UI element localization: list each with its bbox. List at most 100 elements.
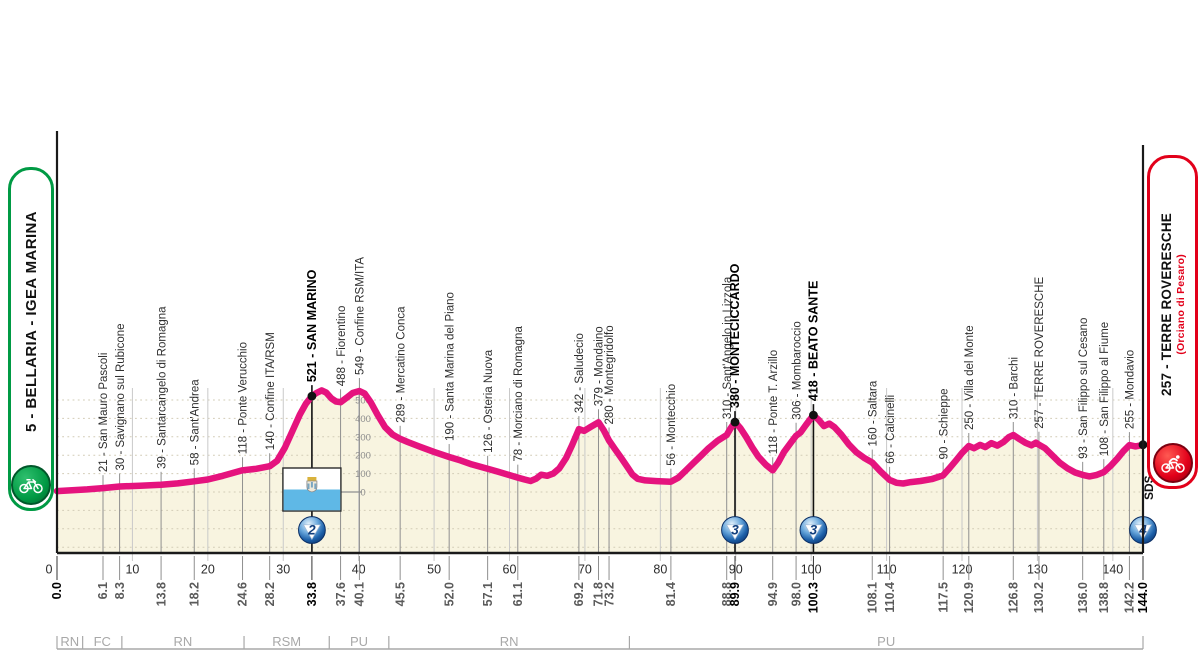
waypoint-label: 66 - Calcinelli (885, 395, 897, 464)
waypoint-km-value: 18.2 (187, 582, 201, 606)
x-tick-label: 0 (46, 563, 53, 577)
waypoint-km-value: 144.0 (1136, 582, 1150, 613)
waypoint-label: 257 - TERRE ROVERESCHE (1034, 276, 1046, 428)
waypoint-label: 380 - MONTECICCARDO (728, 263, 742, 408)
waypoint-label: 160 - Saltara (867, 380, 879, 446)
waypoint-km-value: 88.8 (720, 582, 734, 606)
finish-cyclist-badge (1152, 443, 1193, 483)
waypoint-label: 140 - Confine ITA/RSM (265, 332, 277, 450)
x-tick-label: 80 (653, 563, 667, 577)
waypoint-km-value: 61.1 (511, 582, 525, 606)
elevation-scale-label: 0 (360, 488, 365, 499)
waypoint-label: 56 - Montecchio (666, 384, 678, 466)
x-tick-label: 130 (1027, 563, 1048, 577)
waypoint-km-labels: 0.0 6.1 8.3 13.8 18.2 24.6 28.2 33.8 37.6 40.1 45.… (50, 582, 1150, 613)
finish-label-box: 257 - TERRE ROVERESCHE (Orciano di Pesar… (1147, 155, 1198, 489)
region-label: PU (877, 634, 895, 649)
waypoint-label: 30 - Savignano sul Rubicone (115, 323, 127, 470)
waypoint-km-value: 40.1 (353, 582, 367, 606)
waypoint-km-value: 100.3 (807, 582, 821, 613)
waypoint-label: 250 - Villa del Monte (964, 325, 976, 430)
waypoint-km-value: 138.8 (1097, 582, 1111, 613)
elevation-scale-label: 100 (355, 469, 371, 480)
waypoint-km-value: 130.2 (1032, 582, 1046, 613)
finish-sublabel: (Orciano di Pesaro) (1174, 253, 1187, 355)
waypoint-label: 255 - Mondavio (1125, 350, 1137, 429)
x-axis-ticks: 0 10 20 30 40 50 60 70 80 90 100 110 120 130 140 (46, 388, 1123, 577)
elevation-scale-label: 300 (355, 432, 371, 443)
waypoint-km-value: 89.9 (728, 582, 742, 606)
waypoint-km-value: 142.2 (1123, 582, 1137, 613)
summit-dots (307, 391, 1148, 450)
elevation-scale-label: 500 (355, 396, 371, 407)
waypoint-label: 549 - Confine RSM/ITA (355, 257, 367, 375)
waypoint-label: 310 - Barchi (1008, 357, 1020, 419)
x-tick-label: 60 (503, 563, 517, 577)
waypoint-label: 21 - San Mauro Pascoli (98, 353, 110, 473)
x-tick-label: 30 (276, 563, 290, 577)
waypoint-km-value: 73.2 (602, 582, 616, 606)
x-tick-label: 140 (1102, 563, 1123, 577)
waypoint-km-value: 45.5 (393, 582, 407, 606)
waypoint-km-value: 110.4 (883, 582, 897, 613)
x-tick-label: 70 (578, 563, 592, 577)
waypoint-label: 126 - Osteria Nuova (483, 349, 495, 453)
waypoint-km-value: 126.8 (1006, 582, 1020, 613)
start-label-box: 5 - BELLARIA - IGEA MARINA (8, 167, 54, 511)
region-label: RN (60, 634, 79, 649)
x-tick-label: 110 (877, 563, 897, 577)
waypoint-leader-lines (56, 377, 1144, 580)
x-tick-label: 100 (801, 563, 822, 577)
waypoint-label: 108 - San Filippo al Fiume (1099, 322, 1111, 456)
waypoint-label: 118 - Ponte T. Arzillo (768, 350, 780, 454)
x-tick-label: 40 (352, 563, 366, 577)
waypoint-km-value: 57.1 (481, 582, 495, 606)
san-marino-flag (282, 467, 342, 512)
waypoint-label: 90 - Schieppe (938, 388, 950, 459)
waypoint-label: 379 - Mondaino (594, 326, 606, 406)
waypoint-label: 342 - Saludecio (574, 333, 586, 413)
waypoint-km-value: 136.0 (1076, 582, 1090, 613)
waypoint-km-value: 71.8 (592, 582, 606, 606)
waypoint-label: 289 - Mercatino Conca (395, 306, 407, 423)
waypoint-label: 190 - Santa Marina del Piano (444, 292, 456, 441)
climb-category-number: 3 (731, 523, 739, 538)
finish-label: 257 - TERRE ROVERESCHE (1158, 212, 1174, 396)
x-tick-label: 20 (201, 563, 215, 577)
region-label: FC (94, 634, 111, 649)
waypoint-km-value: 0.0 (50, 582, 64, 599)
axis (55, 131, 1145, 555)
waypoint-km-value: 52.0 (442, 582, 456, 606)
waypoint-km-value: 117.5 (936, 582, 950, 613)
x-tick-label: 50 (427, 563, 441, 577)
waypoint-label: 39 - Santarcangelo di Romagna (156, 306, 168, 469)
cyclist-icon (1160, 454, 1185, 473)
climb-category-number: 2 (307, 523, 316, 538)
start-label: 5 - BELLARIA - IGEA MARINA (22, 210, 40, 432)
climb-category-number: 3 (810, 523, 818, 538)
x-tick-label: 120 (952, 563, 973, 577)
elevation-scale-label: 400 (355, 414, 371, 425)
waypoint-label: 118 - Ponte Verucchio (238, 342, 250, 454)
waypoint-km-value: 24.6 (236, 582, 250, 606)
waypoint-label: 488 - Fiorentino (336, 306, 348, 387)
waypoint-km-value: 8.3 (113, 582, 127, 599)
waypoint-label: 78 - Morciano di Romagna (513, 326, 525, 462)
waypoint-km-value: 6.1 (96, 582, 110, 599)
profile-area-fill (57, 390, 1143, 553)
waypoint-km-value: 33.8 (305, 582, 319, 606)
x-tick-label: 10 (125, 563, 139, 577)
waypoint-km-value: 108.1 (865, 582, 879, 613)
waypoint-label: 521 - SAN MARINO (305, 269, 319, 382)
waypoint-label: 280 - Montegridolfo (604, 325, 616, 424)
waypoint-km-value: 94.9 (766, 582, 780, 606)
x-tick-label: 90 (729, 563, 743, 577)
region-label: RN (174, 634, 193, 649)
elevation-scale-label: 200 (355, 451, 371, 462)
waypoint-label: 306 - Mombaroccio (791, 321, 803, 419)
profile-line (53, 387, 1147, 495)
region-label: RSM (272, 634, 301, 649)
waypoint-km-value: 37.6 (334, 582, 348, 606)
